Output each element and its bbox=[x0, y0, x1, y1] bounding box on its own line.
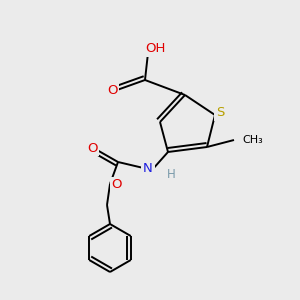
Text: O: O bbox=[87, 142, 97, 154]
Text: OH: OH bbox=[145, 43, 165, 56]
Text: H: H bbox=[167, 169, 176, 182]
Text: CH₃: CH₃ bbox=[242, 135, 263, 145]
Text: N: N bbox=[143, 163, 153, 176]
Text: O: O bbox=[112, 178, 122, 191]
Text: S: S bbox=[216, 106, 224, 119]
Text: O: O bbox=[107, 83, 117, 97]
